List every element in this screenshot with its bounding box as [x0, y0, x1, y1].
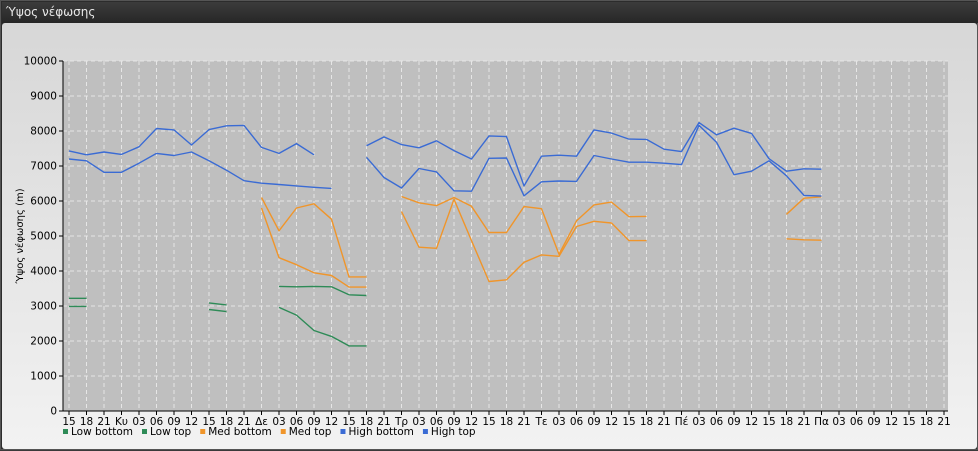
x-tick-label: 21	[377, 416, 390, 428]
window-title: Ύψος νέφωσης	[6, 5, 96, 19]
x-tick-label: Τε	[534, 416, 547, 428]
y-tick-label: 0	[50, 406, 57, 418]
legend-swatch	[142, 429, 147, 434]
x-tick-label: 12	[885, 416, 898, 428]
x-tick-label: 15	[202, 416, 215, 428]
x-tick-label: 21	[517, 416, 530, 428]
series-line-high-bottom	[365, 124, 822, 197]
x-tick-label: 12	[185, 416, 198, 428]
x-tick-label: Τρ	[394, 416, 408, 428]
x-tick-label: 15	[62, 416, 75, 428]
series-line-med-top	[260, 197, 367, 278]
x-tick-label: 21	[937, 416, 950, 428]
y-tick-label: 8000	[30, 126, 57, 138]
x-tick-label: 03	[412, 416, 425, 428]
y-tick-label: 5000	[30, 231, 57, 243]
x-tick-label: 15	[902, 416, 915, 428]
y-axis-label: Ύψος νέφωσης (m)	[14, 188, 26, 284]
y-tick-label: 6000	[30, 196, 57, 208]
legend-label: Low top	[150, 426, 192, 438]
x-tick-label: 12	[325, 416, 338, 428]
x-tick-label: 21	[237, 416, 250, 428]
x-tick-label: 18	[80, 416, 93, 428]
x-tick-label: 03	[552, 416, 565, 428]
series-line-med-top	[401, 195, 647, 255]
x-tick-label: 15	[482, 416, 495, 428]
x-tick-label: 03	[272, 416, 285, 428]
series-line-low-bottom	[278, 306, 367, 347]
x-tick-label: 09	[587, 416, 600, 428]
window-titlebar: Ύψος νέφωσης	[2, 2, 978, 23]
series-line-low-top	[278, 285, 367, 297]
series-lines	[68, 121, 822, 347]
x-tick-label: 09	[307, 416, 320, 428]
x-tick-label: 06	[290, 416, 304, 428]
x-tick-label: 12	[465, 416, 478, 428]
x-tick-label: 18	[920, 416, 933, 428]
legend-swatch	[200, 429, 206, 434]
x-tick-label: 21	[797, 416, 810, 428]
x-tick-label: 06	[430, 416, 444, 428]
x-tick-label: 15	[342, 416, 355, 428]
series-line-med-bottom	[786, 238, 822, 241]
x-tick-label: 18	[220, 416, 233, 428]
x-tick-label: 21	[97, 416, 110, 428]
x-tick-label: Πέ	[675, 416, 689, 428]
series-line-low-top	[208, 302, 227, 306]
x-tick-label: 06	[570, 416, 584, 428]
x-tick-label: 03	[832, 416, 845, 428]
x-tick-label: 18	[500, 416, 513, 428]
x-tick-label: Πα	[814, 416, 829, 428]
x-tick-label: 15	[622, 416, 635, 428]
legend-label: Med top	[289, 426, 332, 438]
legend-label: Low bottom	[71, 426, 133, 438]
legend-swatch	[63, 429, 68, 434]
y-tick-label: 9000	[30, 91, 57, 103]
x-tick-label: 09	[167, 416, 180, 428]
legend-swatch	[280, 429, 286, 434]
x-tick-label: 06	[850, 416, 864, 428]
x-tick-label: 06	[710, 416, 724, 428]
legend-label: Med bottom	[208, 426, 272, 438]
series-line-high-top	[68, 124, 315, 156]
series-line-med-bottom	[400, 198, 647, 283]
series-line-high-bottom	[68, 151, 332, 190]
x-tick-label: 12	[605, 416, 618, 428]
legend-swatch	[340, 429, 346, 434]
y-tick-label: 2000	[30, 336, 57, 348]
series-line-med-top	[786, 196, 822, 215]
y-tick-label: 7000	[30, 161, 57, 173]
grid	[63, 60, 948, 411]
x-tick-label: 12	[745, 416, 758, 428]
x-tick-label: 09	[867, 416, 880, 428]
x-tick-label: 09	[447, 416, 460, 428]
x-tick-label: 18	[780, 416, 793, 428]
legend-swatch	[422, 429, 428, 434]
axes: 0 1000 2000 3000 4000 5000 6000 7000 8000 9000 100…	[24, 56, 951, 429]
x-tick-label: 18	[360, 416, 373, 428]
x-tick-label: Κυ	[115, 416, 128, 428]
legend-label: High bottom	[348, 426, 413, 438]
x-tick-label: Δε	[255, 416, 268, 428]
x-tick-label: 03	[692, 416, 705, 428]
x-tick-label: 03	[132, 416, 145, 428]
x-tick-label: 21	[657, 416, 670, 428]
y-tick-label: 4000	[30, 266, 57, 278]
x-tick-label: 09	[727, 416, 740, 428]
x-tick-label: 18	[640, 416, 653, 428]
y-tick-label: 1000	[30, 371, 57, 383]
legend-label: High top	[431, 426, 476, 438]
series-line-med-bottom	[260, 207, 367, 288]
y-tick-label: 10000	[24, 56, 57, 68]
x-tick-label: 15	[762, 416, 775, 428]
x-tick-label: 06	[150, 416, 164, 428]
y-tick-label: 3000	[30, 301, 57, 313]
legend: Low bottom Low top Med bottom Med top High b…	[63, 426, 476, 438]
series-line-low-bottom	[208, 308, 227, 313]
series-line-high-top	[366, 121, 822, 187]
